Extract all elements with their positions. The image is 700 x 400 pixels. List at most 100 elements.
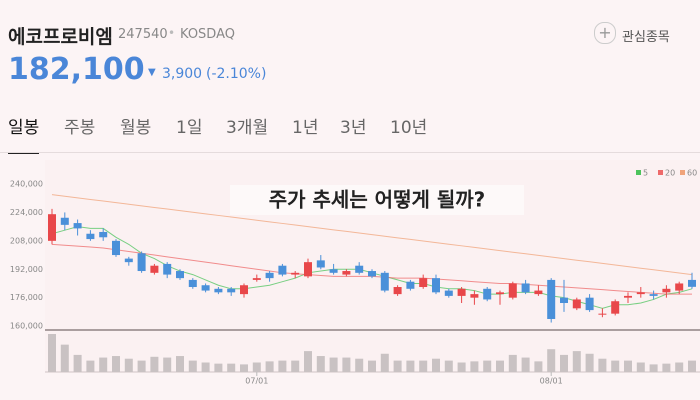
volume-bar [470, 361, 479, 372]
candle-body [86, 233, 95, 240]
y-tick-label: 176,000 [10, 293, 43, 302]
candle-body [662, 288, 671, 293]
legend-label: 5 [643, 169, 648, 178]
legend-label: 60 [687, 169, 697, 178]
candle-body [278, 265, 287, 275]
candle-body [585, 297, 594, 311]
candle-body [393, 287, 402, 295]
volume-bar [150, 356, 159, 372]
volume-bar [585, 353, 594, 372]
volume-bar [240, 364, 248, 372]
volume-bar [227, 363, 236, 372]
volume-bar [188, 360, 197, 372]
candle-body [496, 292, 504, 295]
volume-bar [342, 357, 351, 372]
volume-bar [598, 358, 607, 372]
volume-bar [521, 357, 530, 372]
volume-bar [60, 344, 69, 372]
volume-bar [662, 363, 671, 372]
tab[interactable]: 3년 [340, 118, 367, 138]
watch-button[interactable]: 관심종목 [622, 30, 670, 45]
candle-body [99, 231, 108, 238]
volume-bar [508, 354, 517, 372]
candle-body [649, 294, 658, 296]
volume-bar [483, 360, 492, 372]
candle-body [508, 283, 517, 298]
volume-bar [124, 358, 133, 372]
volume-bar [560, 354, 568, 372]
volume-bar [636, 362, 645, 372]
volume-bar [252, 362, 261, 372]
legend-swatch [658, 170, 663, 175]
volume-bar [444, 360, 453, 372]
candle-body [176, 271, 184, 279]
tab[interactable]: 일봉 [8, 113, 40, 154]
tab[interactable]: 1년 [292, 118, 319, 138]
volume-bar [368, 360, 376, 372]
volume-bar [496, 360, 504, 372]
volume-bar [355, 358, 364, 372]
candle-body [598, 313, 607, 315]
candle-body [572, 299, 581, 309]
volume-bar [572, 351, 581, 372]
volume-bar [201, 362, 210, 372]
title-backdrop [230, 185, 524, 215]
candle-body [432, 278, 440, 293]
watch-icon[interactable]: + [594, 22, 616, 44]
volume-bar [419, 360, 428, 372]
candle-body [560, 297, 568, 304]
y-tick-label: 240,000 [10, 180, 43, 189]
tab[interactable]: 3개월 [226, 118, 269, 138]
candle-body [636, 292, 645, 295]
volume-bar [48, 334, 56, 372]
separator: • [168, 26, 176, 40]
divider [0, 152, 700, 153]
tab[interactable]: 주봉 [64, 118, 96, 138]
candle-body [675, 283, 684, 291]
candle-body [611, 301, 620, 314]
candle-body [124, 258, 133, 263]
y-tick-label: 224,000 [10, 208, 43, 217]
market: KOSDAQ [180, 27, 235, 42]
y-tick-label: 192,000 [10, 265, 43, 274]
volume-bar [380, 353, 389, 372]
candle-body [624, 295, 632, 298]
x-tick-label: 07/01 [245, 377, 268, 386]
candle-body [406, 281, 415, 289]
legend-label: 20 [665, 169, 675, 178]
candle-body [252, 278, 261, 280]
volume-bar [316, 356, 325, 372]
candle-body [265, 272, 274, 279]
volume-bar [86, 360, 95, 372]
y-tick-label: 160,000 [10, 322, 43, 331]
candle-body [688, 279, 696, 287]
volume-bar [624, 360, 632, 372]
tab[interactable]: 월봉 [120, 118, 152, 138]
volume-bar [432, 358, 440, 372]
candle-body [240, 285, 248, 295]
x-tick-label: 08/01 [540, 377, 563, 386]
candle-body [73, 223, 82, 229]
volume-bar [176, 356, 184, 372]
moving-average [51, 194, 693, 276]
volume-bar [688, 360, 696, 372]
stock-name: 에코프로비엠 [8, 26, 113, 48]
tab[interactable]: 1일 [176, 118, 203, 138]
candle-body [112, 240, 120, 256]
volume-bar [675, 362, 684, 372]
candle-body [188, 279, 197, 288]
candle-body [547, 279, 556, 319]
legend-swatch [636, 170, 641, 175]
candle-body [534, 290, 543, 295]
volume-bar [137, 360, 146, 372]
tab[interactable]: 10년 [390, 118, 428, 138]
candle-body [470, 294, 479, 298]
stock-code: 247540 [118, 27, 168, 42]
chart-title: 주가 추세는 어떻게 될까? [269, 188, 486, 212]
volume-bar [393, 360, 402, 372]
candle-body [521, 283, 530, 293]
volume-bar [329, 357, 338, 372]
candle-body [48, 214, 56, 241]
candle-body [163, 263, 172, 275]
